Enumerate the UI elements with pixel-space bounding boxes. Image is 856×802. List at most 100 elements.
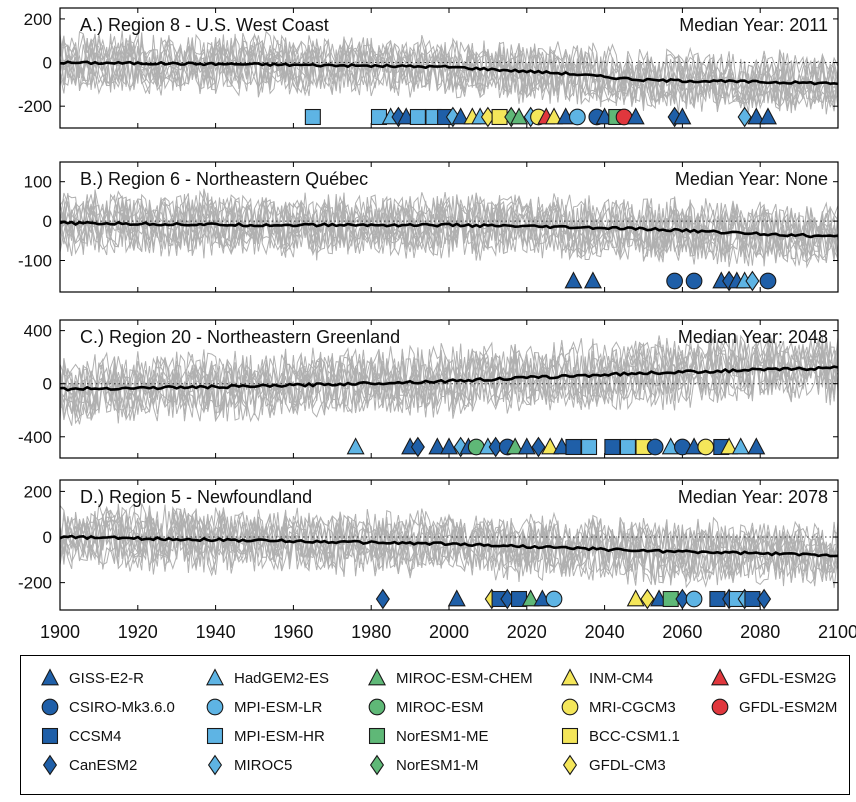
legend-item: GFDL-CM3: [559, 753, 666, 777]
y-tick-label: 0: [43, 54, 52, 73]
legend-circle-icon: [206, 698, 224, 716]
y-tick-label: 0: [43, 528, 52, 547]
legend-item: CSIRO-Mk3.6.0: [39, 695, 175, 719]
legend-item: GFDL-ESM2M: [709, 695, 837, 719]
y-tick-label: 0: [43, 212, 52, 231]
legend-square-icon: [368, 727, 386, 745]
legend-marker: [711, 668, 729, 686]
marker-csiro-mk3-6-0: [666, 272, 683, 290]
legend-item: GFDL-ESM2G: [709, 666, 837, 690]
marker-mri-cgcm3: [697, 438, 715, 456]
legend-marker: [711, 698, 729, 716]
median-year-label: Median Year: 2011: [679, 15, 828, 35]
legend-item: MIROC-ESM-CHEM: [366, 666, 533, 690]
legend-marker: [368, 727, 386, 745]
legend-item: MRI-CGCM3: [559, 695, 676, 719]
legend-triangle-icon: [368, 668, 386, 686]
legend-item: CCSM4: [39, 724, 122, 748]
legend-marker: [561, 668, 579, 686]
legend-label: NorESM1-M: [396, 756, 479, 774]
marker-giss-e2-r: [747, 107, 766, 125]
median-year-label: Median Year: None: [675, 169, 828, 189]
x-tick-label: 2100: [818, 622, 856, 642]
x-tick-label: 2020: [507, 622, 547, 642]
ensemble-noise: [60, 334, 838, 426]
legend-label: NorESM1-ME: [396, 727, 489, 745]
marker-ccsm4: [565, 438, 582, 456]
panel-title: A.) Region 8 - U.S. West Coast: [80, 15, 329, 35]
marker-giss-e2-r: [564, 271, 583, 289]
median-year-label: Median Year: 2078: [678, 487, 828, 507]
legend-marker: [368, 668, 386, 686]
marker-miroc5: [745, 270, 760, 292]
legend-item: INM-CM4: [559, 666, 653, 690]
legend-label: GFDL-ESM2M: [739, 698, 838, 716]
marker-hadgem2-es: [346, 437, 365, 455]
y-tick-label: -400: [18, 428, 52, 447]
marker-canesm2: [391, 106, 406, 128]
marker-mpi-esm-hr: [409, 108, 426, 126]
ensemble-line: [60, 192, 838, 269]
ensemble-line: [60, 507, 838, 589]
legend-triangle-icon: [41, 668, 59, 686]
ensemble-noise: [60, 30, 838, 115]
panel-title: B.) Region 6 - Northeastern Québec: [80, 169, 368, 189]
legend-label: GFDL-CM3: [589, 756, 666, 774]
panel-d: 200 0 -200 D.) Region 5 - Newfoundland Media…: [18, 479, 839, 611]
legend-marker: [561, 698, 579, 716]
legend-label: CanESM2: [69, 756, 138, 774]
legend-marker: [206, 698, 224, 716]
marker-giss-e2-r: [440, 437, 458, 455]
marker-gfdl-cm3: [640, 588, 655, 610]
legend-square-icon: [561, 727, 579, 745]
y-tick-label: 200: [24, 482, 52, 501]
ensemble-noise: [60, 503, 838, 589]
legend-label: MIROC-ESM-CHEM: [396, 669, 533, 687]
x-tick-label: 1960: [273, 622, 313, 642]
marker-mpi-esm-hr: [619, 438, 636, 456]
legend-marker: [368, 698, 386, 716]
legend-label: MIROC-ESM: [396, 698, 484, 716]
legend-circle-icon: [41, 698, 59, 716]
legend-item: MIROC5: [204, 753, 292, 777]
x-tick-label: 2080: [740, 622, 780, 642]
marker-giss-e2-r: [451, 107, 470, 125]
legend-marker: [562, 754, 578, 776]
marker-canesm2: [375, 588, 390, 610]
marker-inm-cm4: [541, 437, 560, 455]
ensemble-line: [60, 337, 838, 423]
y-tick-label: 200: [24, 10, 52, 29]
legend-diamond-icon: [207, 754, 223, 776]
x-tick-label: 2060: [662, 622, 702, 642]
legend-marker: [41, 727, 59, 745]
marker-miroc5: [445, 106, 460, 128]
legend-label: BCC-CSM1.1: [589, 727, 680, 745]
marker-miroc-esm-chem: [521, 589, 540, 607]
x-tick-label: 2040: [585, 622, 625, 642]
legend-label: CCSM4: [69, 727, 122, 745]
marker-inm-cm4: [545, 107, 564, 125]
y-tick-label: 0: [43, 375, 52, 394]
legend-item: NorESM1-ME: [366, 724, 489, 748]
median-year-label: Median Year: 2048: [678, 327, 828, 347]
legend-item: BCC-CSM1.1: [559, 724, 680, 748]
marker-inm-cm4: [626, 589, 645, 607]
legend-label: HadGEM2-ES: [234, 669, 330, 687]
legend-label: MPI-ESM-HR: [234, 727, 325, 745]
marker-giss-e2-r: [428, 437, 447, 455]
median-line: [60, 220, 838, 239]
marker-noresm1-m: [504, 106, 519, 128]
legend-label: INM-CM4: [589, 669, 654, 687]
legend-circle-icon: [368, 698, 386, 716]
legend-item: HadGEM2-ES: [204, 666, 329, 690]
legend-triangle-icon: [206, 668, 224, 686]
legend-item: MIROC-ESM: [366, 695, 484, 719]
legend-item: MPI-ESM-LR: [204, 695, 322, 719]
x-tick-label: 2000: [429, 622, 469, 642]
legend-triangle-icon: [561, 668, 579, 686]
y-tick-label: -200: [18, 97, 52, 116]
legend-diamond-icon: [369, 754, 385, 776]
y-tick-label: 100: [24, 173, 52, 192]
